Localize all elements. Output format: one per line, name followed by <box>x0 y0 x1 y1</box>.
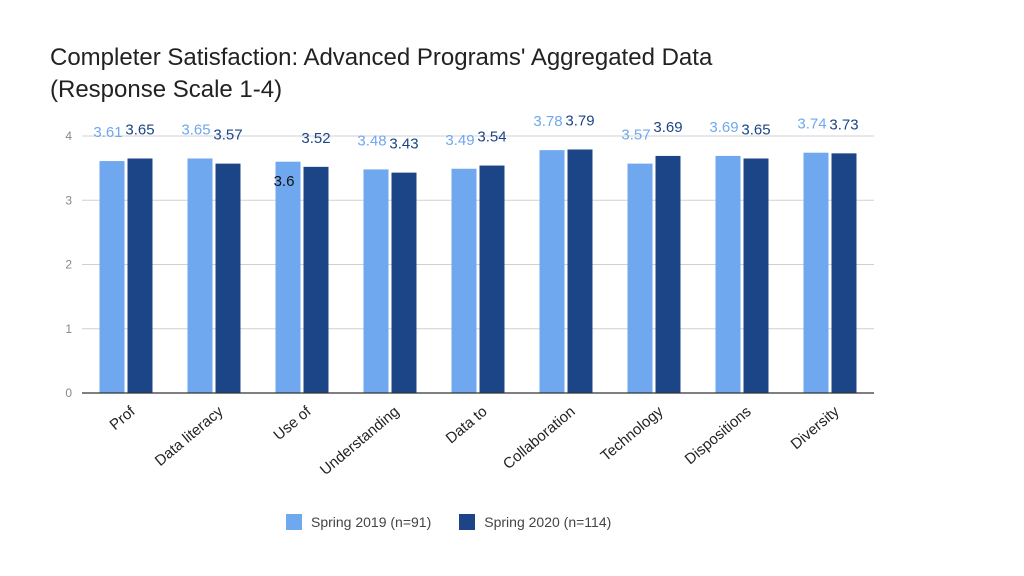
y-tick-label: 3 <box>65 193 72 207</box>
bar-spring-2019[interactable] <box>627 163 653 393</box>
data-label-spring-2020: 3.73 <box>829 116 858 133</box>
data-label-spring-2019: 3.57 <box>621 127 650 144</box>
legend-item-spring-2019[interactable]: Spring 2019 (n=91) <box>286 514 431 530</box>
data-label-spring-2019: 3.74 <box>797 116 826 133</box>
bars <box>99 149 857 393</box>
data-label-spring-2020: 3.69 <box>653 119 682 136</box>
data-label-spring-2020: 3.57 <box>213 127 242 144</box>
data-label-spring-2020: 3.79 <box>565 112 594 129</box>
bar-spring-2020[interactable] <box>215 163 241 393</box>
legend-label-spring-2020: Spring 2020 (n=114) <box>484 514 612 530</box>
legend-item-spring-2020[interactable]: Spring 2020 (n=114) <box>459 514 611 530</box>
bar-spring-2020[interactable] <box>831 153 857 393</box>
y-tick-label: 4 <box>65 129 72 143</box>
x-tick-label: Data to <box>443 403 491 447</box>
legend-swatch-spring-2019 <box>286 514 302 530</box>
legend-label-spring-2019: Spring 2019 (n=91) <box>311 514 432 530</box>
data-label-spring-2020: 3.54 <box>477 129 506 146</box>
data-label-spring-2019: 3.65 <box>181 121 210 138</box>
chart-title-line-2: (Response Scale 1-4) <box>50 76 283 103</box>
data-label-spring-2019: 3.6 <box>274 173 295 190</box>
bar-spring-2020[interactable] <box>655 155 681 393</box>
x-tick-label: Dispositions <box>682 403 755 468</box>
bar-spring-2020[interactable] <box>743 158 769 393</box>
bar-spring-2019[interactable] <box>99 161 125 393</box>
data-label-spring-2020: 3.65 <box>741 121 770 138</box>
bar-spring-2020[interactable] <box>567 149 593 393</box>
chart-title: Completer Satisfaction: Advanced Program… <box>50 42 950 106</box>
grid-lines <box>82 135 874 330</box>
x-tick-label: Diversity <box>788 403 843 453</box>
x-tick-label: Prof <box>107 403 140 434</box>
data-label-spring-2020: 3.52 <box>301 130 330 147</box>
bar-spring-2020[interactable] <box>391 172 417 393</box>
bar-spring-2019[interactable] <box>451 168 477 393</box>
x-tick-label: Understanding <box>317 403 403 479</box>
x-tick-label: Technology <box>598 403 667 465</box>
bar-spring-2019[interactable] <box>275 161 301 393</box>
legend: Spring 2019 (n=91) Spring 2020 (n=114) <box>286 512 639 532</box>
data-label-spring-2019: 3.69 <box>709 119 738 136</box>
x-tick-label: Data literacy <box>152 403 227 470</box>
bar-spring-2020[interactable] <box>303 166 329 393</box>
bar-spring-2019[interactable] <box>539 150 565 393</box>
bar-spring-2019[interactable] <box>715 155 741 393</box>
x-tick-label: Use of <box>270 403 315 444</box>
chart-title-line-1: Completer Satisfaction: Advanced Program… <box>50 44 713 71</box>
bar-spring-2019[interactable] <box>363 169 389 393</box>
bar-spring-2019[interactable] <box>803 152 829 393</box>
data-label-spring-2019: 3.78 <box>533 113 562 130</box>
y-tick-label: 2 <box>65 258 72 272</box>
x-tick-label: Collaboration <box>500 403 579 473</box>
y-tick-label: 1 <box>65 322 72 336</box>
legend-swatch-spring-2020 <box>459 514 476 530</box>
data-label-spring-2020: 3.65 <box>125 121 154 138</box>
data-label-spring-2019: 3.61 <box>93 124 122 141</box>
data-labels: 3.61 3.65 3.65 3.573.63.52 3.48 3.43 3.49 3.543… <box>93 112 858 190</box>
bar-spring-2019[interactable] <box>187 158 213 393</box>
y-tick-label: 0 <box>65 386 72 400</box>
bar-spring-2020[interactable] <box>479 165 505 393</box>
data-label-spring-2019: 3.49 <box>445 132 474 149</box>
bar-chart: 3.61 3.65 3.65 3.573.63.52 3.48 3.43 3.49 3.543… <box>65 112 874 479</box>
bar-spring-2020[interactable] <box>127 158 153 393</box>
data-label-spring-2019: 3.48 <box>357 132 386 149</box>
data-label-spring-2020: 3.43 <box>389 136 418 153</box>
